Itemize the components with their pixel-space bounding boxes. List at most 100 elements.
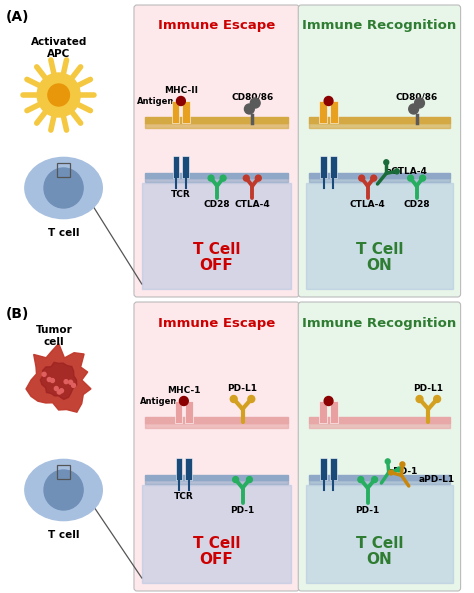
Circle shape [359, 175, 365, 181]
Circle shape [48, 84, 69, 106]
Circle shape [394, 169, 399, 174]
Circle shape [243, 175, 249, 181]
Bar [175, 458, 182, 480]
Text: PD-L1: PD-L1 [228, 384, 257, 393]
Bar [174, 401, 182, 423]
Circle shape [419, 175, 426, 181]
Text: T Cell: T Cell [193, 241, 240, 257]
Bar [173, 156, 180, 178]
Text: Activated
APC: Activated APC [30, 37, 87, 59]
Circle shape [176, 97, 185, 106]
Text: PD-1: PD-1 [356, 506, 380, 515]
Circle shape [57, 390, 61, 394]
Bar [182, 156, 189, 178]
Text: Tumor
cell: Tumor cell [36, 326, 72, 347]
Circle shape [415, 98, 424, 108]
Bar [57, 163, 71, 177]
Bar [330, 101, 338, 123]
Bar [145, 423, 289, 428]
Circle shape [434, 396, 440, 403]
Bar [309, 423, 450, 428]
Bar [145, 117, 289, 123]
Bar [320, 156, 327, 178]
Bar [309, 173, 450, 178]
Circle shape [246, 477, 252, 483]
Bar [142, 183, 292, 289]
Circle shape [416, 396, 423, 403]
Text: PD-1: PD-1 [230, 506, 255, 515]
Bar [309, 480, 450, 484]
Text: TCR: TCR [174, 492, 194, 501]
Bar [145, 123, 289, 128]
Text: CTLA-4: CTLA-4 [235, 200, 270, 209]
Bar [142, 485, 292, 583]
Text: T cell: T cell [48, 530, 79, 540]
Text: MHC-II: MHC-II [164, 86, 198, 95]
Circle shape [47, 378, 51, 381]
Text: PD-L1: PD-L1 [413, 384, 443, 393]
Bar [309, 417, 450, 423]
Text: TCR: TCR [171, 190, 191, 199]
Bar [182, 101, 190, 123]
Text: aCTLA-4: aCTLA-4 [385, 167, 427, 177]
Bar [145, 480, 289, 484]
Text: (A): (A) [6, 10, 29, 24]
Text: aPD-L1: aPD-L1 [419, 476, 455, 484]
Text: Immune Recognition: Immune Recognition [302, 20, 456, 33]
Circle shape [245, 104, 254, 114]
Circle shape [64, 380, 68, 384]
Bar [319, 401, 327, 423]
Bar [309, 117, 450, 123]
Bar [145, 173, 289, 178]
Text: CD80/86: CD80/86 [231, 92, 273, 101]
Circle shape [233, 477, 238, 483]
Polygon shape [40, 362, 77, 400]
Polygon shape [26, 343, 91, 412]
Circle shape [51, 378, 55, 382]
Circle shape [358, 477, 364, 483]
Circle shape [409, 104, 419, 114]
Bar [319, 101, 327, 123]
Circle shape [44, 168, 83, 208]
Text: T Cell: T Cell [193, 535, 240, 550]
Circle shape [42, 372, 46, 377]
Bar [145, 178, 289, 182]
Bar [145, 417, 289, 423]
Bar [306, 183, 453, 289]
Circle shape [324, 97, 333, 106]
Circle shape [372, 477, 377, 483]
Circle shape [400, 462, 405, 467]
Text: Immune Escape: Immune Escape [158, 20, 275, 33]
Bar [145, 475, 289, 480]
Circle shape [371, 175, 377, 181]
FancyBboxPatch shape [298, 5, 461, 297]
Bar [309, 123, 450, 128]
Bar [320, 458, 327, 480]
Circle shape [248, 396, 255, 403]
Text: CTLA-4: CTLA-4 [350, 200, 385, 209]
Text: Antigen: Antigen [137, 97, 174, 106]
Circle shape [397, 467, 401, 472]
Bar [330, 401, 338, 423]
Text: aPD-1: aPD-1 [387, 467, 418, 477]
Text: ON: ON [366, 259, 392, 273]
Text: Immune Escape: Immune Escape [158, 317, 275, 330]
Text: OFF: OFF [200, 553, 234, 568]
Text: T Cell: T Cell [356, 241, 403, 257]
Circle shape [55, 387, 58, 391]
Bar [330, 458, 337, 480]
Circle shape [220, 175, 226, 181]
Text: CD28: CD28 [204, 200, 230, 209]
Text: ON: ON [366, 553, 392, 568]
Ellipse shape [25, 157, 102, 219]
Bar [185, 458, 192, 480]
Circle shape [230, 396, 237, 403]
Circle shape [72, 384, 75, 387]
Circle shape [208, 175, 214, 181]
Bar [330, 156, 337, 178]
FancyBboxPatch shape [134, 5, 299, 297]
Text: CD28: CD28 [403, 200, 430, 209]
Text: Antigen: Antigen [140, 397, 177, 406]
Circle shape [324, 397, 333, 406]
Circle shape [385, 459, 390, 464]
